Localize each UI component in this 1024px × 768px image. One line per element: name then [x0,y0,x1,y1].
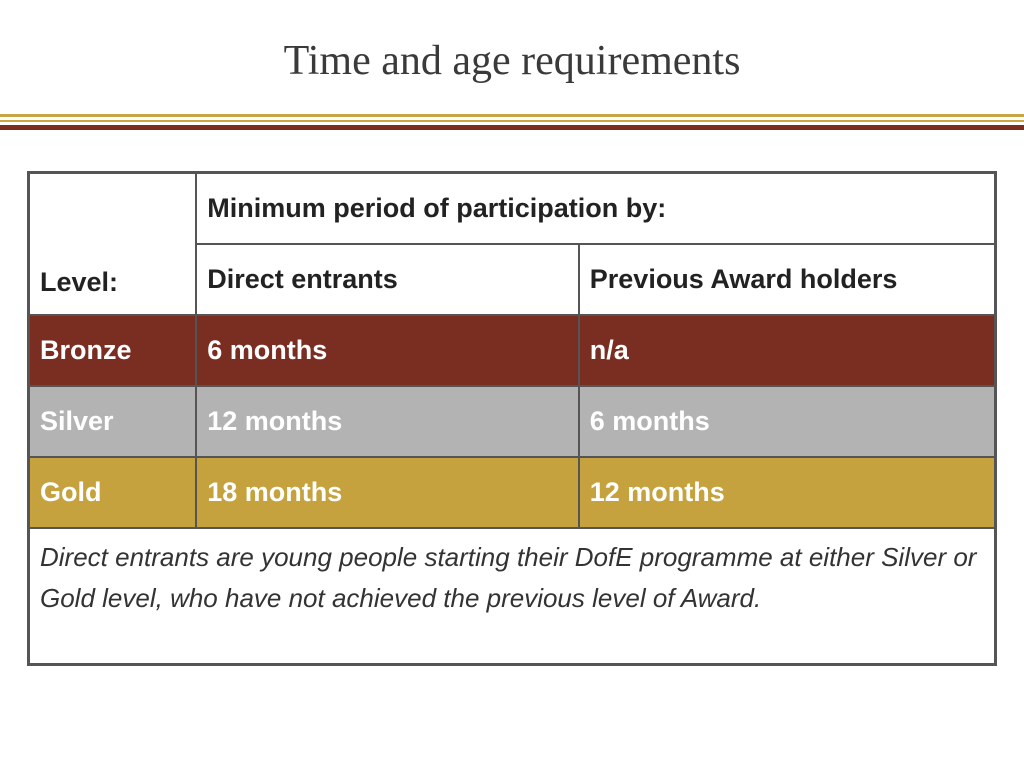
direct-cell: 12 months [195,385,580,458]
level-cell: Bronze [27,314,198,387]
table-subheader-row: Direct entrants Previous Award holders [29,243,997,316]
direct-cell: 18 months [195,456,580,529]
table-row-silver: Silver 12 months 6 months [27,385,997,458]
level-header: Level: [27,171,198,316]
direct-cell: 6 months [195,314,580,387]
previous-cell: n/a [577,314,997,387]
requirements-table: Level: Minimum period of participation b… [27,171,997,666]
direct-entrants-note: Direct entrants are young people startin… [27,527,997,666]
gold-rule-middle [0,120,1024,122]
level-cell: Gold [27,456,198,529]
previous-cell: 12 months [577,456,997,529]
table-row-gold: Gold 18 months 12 months [27,456,997,529]
gold-rule-top [0,114,1024,117]
slide-title: Time and age requirements [283,38,741,84]
table-row-bronze: Bronze 6 months n/a [27,314,997,387]
level-cell: Silver [27,385,198,458]
min-period-header: Minimum period of participation by: [195,171,997,245]
previous-cell: 6 months [577,385,997,458]
table-header-row: Level: Minimum period of participation b… [27,171,997,316]
direct-entrants-header: Direct entrants [195,243,580,316]
table-note-row: Direct entrants are young people startin… [27,527,997,666]
previous-holders-header: Previous Award holders [577,243,997,316]
maroon-rule [0,125,1024,130]
